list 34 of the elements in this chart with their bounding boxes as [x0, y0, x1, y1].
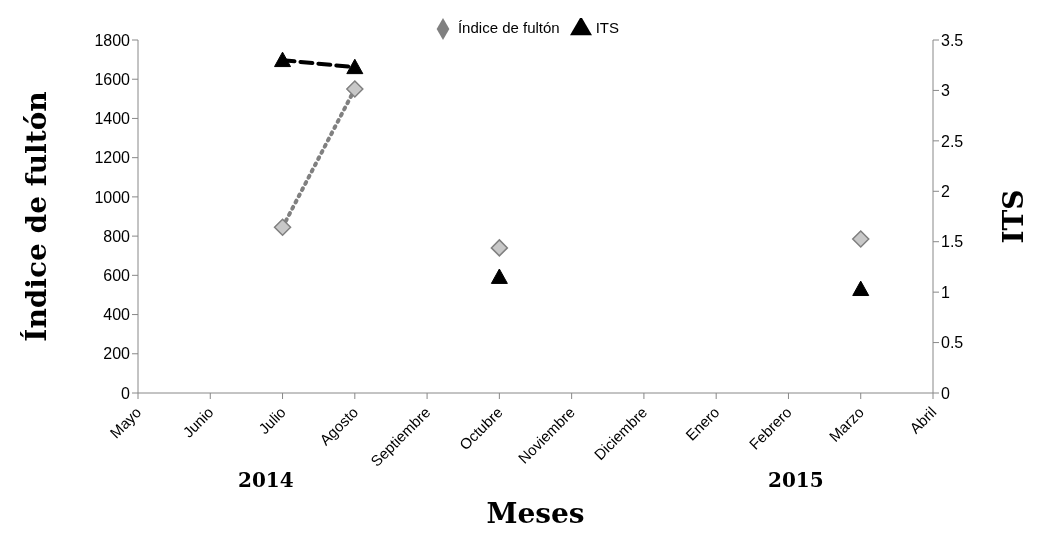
- text: 2014: [238, 468, 294, 492]
- x-tick-label: Julio: [255, 403, 289, 438]
- point: [273, 218, 292, 237]
- y-tick-label: 600: [103, 267, 131, 285]
- y-tick-label: 200: [103, 345, 131, 363]
- y2-axis-title: ITS: [996, 189, 1030, 244]
- y-tick-label: 1200: [94, 149, 131, 167]
- y2-tick-label: 1: [941, 283, 950, 301]
- x-axis-title: Meses: [486, 497, 585, 530]
- y2-tick-label: 0: [941, 384, 950, 402]
- y-tick-label: 400: [103, 306, 131, 324]
- y2-tick-label: 0.5: [941, 334, 964, 352]
- point: [346, 58, 364, 75]
- legend-label: Índice de fultón: [457, 18, 560, 36]
- point: [490, 239, 509, 257]
- y-tick-label: 1400: [94, 110, 131, 128]
- point: [274, 51, 292, 68]
- y-tick-label: 0: [121, 384, 131, 402]
- point: [346, 80, 364, 98]
- y2-tick-label: 2: [941, 182, 950, 200]
- y-axis-title: Índice de fultón: [19, 91, 53, 342]
- y2-tick-label: 3.5: [941, 31, 964, 49]
- y2-tick-label: 1.5: [941, 233, 964, 251]
- y-tick-label: 1000: [94, 188, 131, 206]
- point: [852, 280, 870, 297]
- y2-tick-label: 3: [941, 82, 950, 100]
- point: [490, 268, 508, 284]
- y2-tick-label: 2.5: [941, 132, 964, 150]
- y-tick-label: 1800: [94, 31, 131, 49]
- text: 2015: [768, 468, 824, 492]
- y-tick-label: 800: [103, 227, 131, 245]
- point: [851, 230, 870, 248]
- y-tick-label: 1600: [94, 70, 131, 88]
- legend-label: ITS: [595, 18, 620, 36]
